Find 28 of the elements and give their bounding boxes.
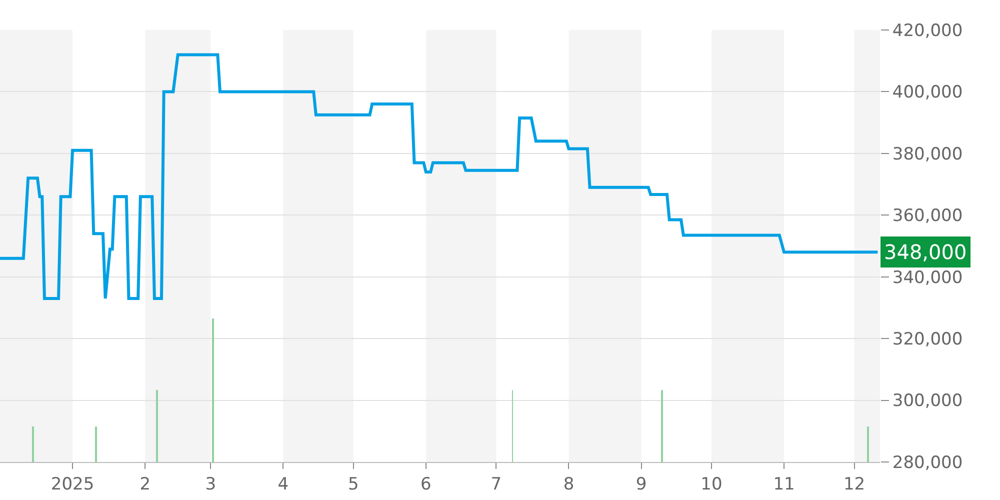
x-tick-label: 11 <box>773 474 795 494</box>
y-tick-label: 340,000 <box>892 268 963 288</box>
y-tick-label: 380,000 <box>892 144 963 164</box>
bar <box>156 390 158 462</box>
x-tick-label: 10 <box>700 474 722 494</box>
x-tick-label: 2025 <box>50 474 94 494</box>
x-tick-label: 2 <box>140 474 151 494</box>
y-tick-label: 280,000 <box>892 452 963 473</box>
x-tick-label: 6 <box>420 474 432 494</box>
x-tick-label: 7 <box>490 474 502 494</box>
bar <box>661 390 663 462</box>
bar <box>95 426 97 462</box>
annotation: 348,000 <box>884 240 967 264</box>
x-tick-label: 9 <box>636 474 647 494</box>
x-tick-label: 3 <box>205 474 216 494</box>
x-tick-label: 5 <box>348 474 359 494</box>
x-tick-label: 8 <box>563 474 574 494</box>
y-tick-label: 360,000 <box>892 206 963 226</box>
x-tick-label: 12 <box>843 474 866 494</box>
bar <box>212 318 214 462</box>
y-tick-label: 400,000 <box>892 82 963 103</box>
line-series <box>0 53 880 300</box>
bar <box>867 426 869 462</box>
y-tick-label: 300,000 <box>892 391 963 412</box>
y-tick-label: 420,000 <box>892 20 963 41</box>
bar <box>32 426 34 462</box>
x-tick-label: 4 <box>278 474 289 494</box>
y-tick-label: 320,000 <box>892 330 963 350</box>
